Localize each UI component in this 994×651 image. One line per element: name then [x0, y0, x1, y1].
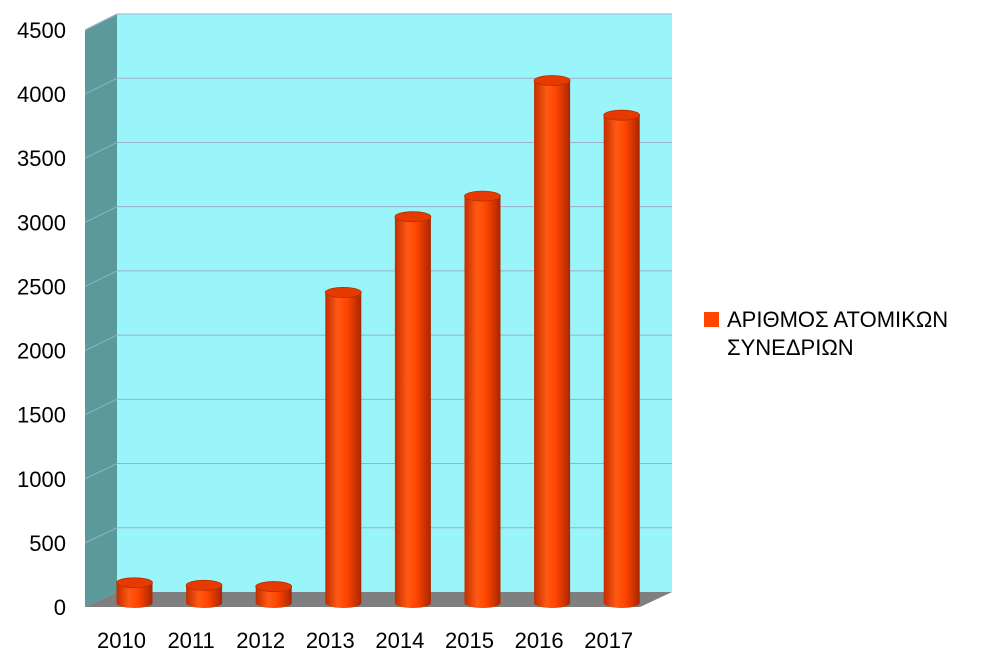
bar — [464, 190, 501, 609]
bar-top-cap — [464, 190, 501, 202]
floor — [85, 592, 672, 607]
x-tick-label: 2015 — [445, 628, 494, 651]
bar-body — [534, 80, 571, 608]
gridline-side — [84, 13, 118, 31]
x-axis-tick-labels: 2010 2011 2012 2013 2014 2015 2016 2017 — [97, 628, 633, 651]
x-tick-label: 2017 — [584, 628, 633, 651]
bar — [324, 287, 362, 608]
y-tick-label: 4000 — [17, 82, 66, 107]
gridline-side — [84, 463, 118, 480]
bar-body — [116, 582, 153, 608]
bar-top-cap — [394, 211, 432, 223]
bar-body — [186, 585, 223, 608]
plot-area-back-wall — [117, 14, 672, 592]
legend: ΑΡΙΘΜΟΣ ΑΤΟΜΙΚΩΝ ΣΥΝΕΔΡΙΩΝ — [704, 306, 994, 362]
y-tick-label: 1500 — [17, 403, 66, 428]
bars — [116, 75, 641, 609]
bar-top-cap — [603, 109, 641, 121]
bar — [603, 109, 641, 608]
x-tick-label: 2014 — [375, 628, 424, 651]
x-tick-label: 2013 — [306, 628, 355, 651]
gridline-side — [84, 141, 118, 159]
y-tick-label: 500 — [29, 531, 66, 556]
bar-body — [394, 216, 431, 608]
bar — [255, 581, 293, 609]
bar-top-cap — [533, 75, 571, 86]
y-tick-label: 3500 — [17, 146, 66, 171]
legend-swatch — [704, 312, 719, 327]
bar-body — [464, 196, 501, 609]
y-axis-tick-labels: 0 500 1000 1500 2000 2500 3000 3500 4000 4500 — [17, 18, 66, 620]
bar-body — [603, 115, 640, 608]
gridlines — [84, 13, 672, 544]
bar-top-cap — [324, 287, 362, 298]
gridline-side — [84, 77, 118, 95]
bar — [116, 577, 153, 608]
gridline-side — [84, 398, 118, 416]
y-tick-label: 3000 — [17, 210, 66, 235]
gridline-side — [84, 334, 118, 352]
bar-body — [325, 292, 362, 608]
y-tick-label: 1000 — [17, 467, 66, 492]
bar-top-cap — [255, 581, 293, 592]
bar-body — [255, 586, 292, 609]
side-wall — [85, 14, 117, 607]
bar-top-cap — [116, 577, 153, 589]
bar — [394, 211, 432, 608]
gridline-side — [84, 206, 118, 223]
y-tick-label: 2000 — [17, 339, 66, 364]
gridline-side — [84, 527, 118, 544]
x-tick-label: 2010 — [97, 628, 146, 651]
x-tick-label: 2012 — [236, 628, 285, 651]
gridline-side — [84, 270, 118, 287]
y-tick-label: 2500 — [17, 274, 66, 299]
bar — [533, 75, 571, 608]
legend-label: ΑΡΙΘΜΟΣ ΑΤΟΜΙΚΩΝ ΣΥΝΕΔΡΙΩΝ — [727, 307, 949, 360]
x-tick-label: 2011 — [167, 628, 214, 651]
bar — [185, 579, 223, 608]
x-tick-label: 2016 — [515, 628, 564, 651]
y-tick-label: 4500 — [17, 18, 66, 43]
y-tick-label: 0 — [54, 595, 66, 620]
bar-top-cap — [185, 579, 223, 591]
